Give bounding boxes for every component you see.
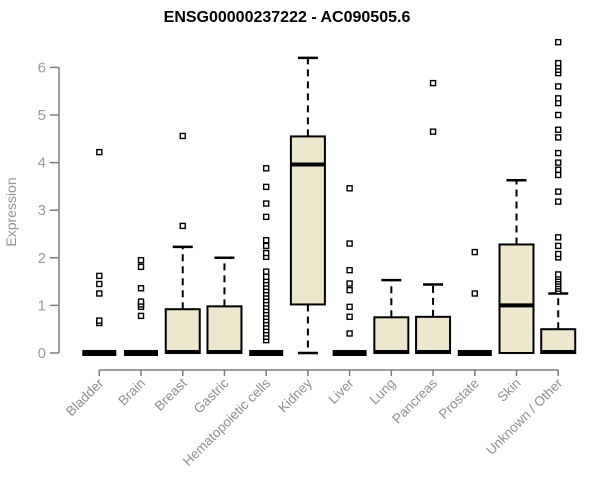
outlier-point bbox=[555, 95, 562, 102]
y-tick-label: 6 bbox=[38, 59, 46, 76]
collapsed-box bbox=[82, 350, 117, 356]
y-tick-label: 1 bbox=[38, 297, 46, 314]
outlier-point bbox=[346, 303, 353, 311]
outlier-point bbox=[137, 298, 145, 305]
x-label-brain: Brain bbox=[115, 376, 148, 409]
outlier-point bbox=[429, 128, 437, 135]
outlier-point bbox=[262, 249, 270, 257]
boxplot-bladder bbox=[82, 148, 117, 356]
outlier-point bbox=[555, 38, 562, 46]
x-label-lung: Lung bbox=[367, 376, 399, 408]
boxplot-breast bbox=[164, 132, 201, 355]
boxplot-kidney bbox=[289, 56, 326, 355]
y-tick-label: 3 bbox=[38, 202, 46, 219]
outlier-point bbox=[262, 183, 270, 191]
outlier-point bbox=[555, 242, 562, 250]
boxplot-skin bbox=[498, 178, 535, 354]
iqr-box bbox=[373, 316, 410, 354]
iqr-box bbox=[415, 315, 452, 355]
outlier-point bbox=[137, 263, 145, 271]
outlier-point bbox=[555, 126, 562, 133]
outlier-point bbox=[471, 248, 478, 256]
collapsed-box bbox=[332, 350, 367, 356]
iqr-box bbox=[540, 328, 577, 355]
outlier-point bbox=[555, 134, 562, 141]
outlier-point bbox=[555, 159, 562, 166]
y-axis: 0 1 2 3 4 5 6 bbox=[38, 59, 60, 362]
outlier-point bbox=[429, 79, 437, 87]
x-label-pancreas: Pancreas bbox=[389, 375, 440, 426]
x-label-kidney: Kidney bbox=[275, 375, 315, 415]
iqr-box bbox=[206, 305, 243, 354]
y-tick-label: 2 bbox=[38, 250, 46, 267]
collapsed-box bbox=[457, 350, 492, 356]
outlier-point bbox=[555, 188, 562, 195]
boxplot-brain bbox=[124, 256, 159, 356]
outlier-point bbox=[96, 317, 103, 324]
outlier-point bbox=[346, 330, 353, 337]
boxplot-hematopoietic-cells bbox=[249, 165, 284, 356]
outlier-point bbox=[262, 242, 270, 250]
outlier-point bbox=[555, 111, 562, 119]
outlier-point bbox=[137, 312, 145, 320]
boxplot-lung bbox=[373, 278, 410, 355]
outlier-point bbox=[346, 266, 353, 274]
plot-area: 0 1 2 3 4 5 6 Bladder Brain Breast GastricHematopo… bbox=[38, 38, 577, 469]
boxplot-gastric bbox=[206, 256, 243, 355]
y-tick-label: 5 bbox=[38, 107, 46, 124]
outlier-point bbox=[262, 200, 270, 207]
outlier-point bbox=[262, 165, 270, 172]
chart-title: ENSG00000237222 - AC090505.6 bbox=[164, 9, 411, 26]
outlier-point bbox=[346, 313, 353, 321]
x-label-prostate: Prostate bbox=[436, 376, 482, 422]
outlier-point bbox=[555, 171, 562, 179]
boxplot-pancreas bbox=[415, 79, 452, 355]
x-label-unknown-other: Unknown / Other bbox=[483, 375, 566, 458]
outlier-point bbox=[555, 271, 562, 278]
collapsed-box bbox=[124, 350, 159, 356]
outlier-point bbox=[346, 286, 353, 294]
boxplot-prostate bbox=[457, 248, 492, 356]
outlier-point bbox=[137, 256, 145, 264]
outlier-point bbox=[96, 148, 103, 156]
outlier-point bbox=[96, 272, 103, 280]
x-label-liver: Liver bbox=[325, 375, 357, 407]
x-label-bladder: Bladder bbox=[63, 375, 107, 419]
outlier-point bbox=[555, 198, 562, 205]
outlier-point bbox=[555, 250, 562, 258]
x-label-gastric: Gastric bbox=[191, 375, 232, 416]
outlier-point bbox=[555, 83, 562, 90]
outlier-point bbox=[137, 285, 145, 292]
outlier-point bbox=[262, 213, 270, 221]
outlier-point bbox=[555, 234, 562, 241]
y-tick-label: 4 bbox=[38, 155, 46, 172]
y-tick-label: 0 bbox=[38, 345, 46, 362]
outlier-point bbox=[555, 59, 562, 67]
outlier-point bbox=[179, 132, 186, 140]
boxplot-unknown-other bbox=[540, 38, 577, 355]
outlier-point bbox=[96, 290, 103, 297]
iqr-box bbox=[289, 135, 326, 306]
iqr-box bbox=[164, 308, 201, 355]
x-label-skin: Skin bbox=[494, 376, 523, 405]
x-label-breast: Breast bbox=[152, 375, 190, 413]
outlier-point bbox=[346, 280, 353, 287]
outlier-point bbox=[471, 290, 478, 297]
boxplot-liver bbox=[332, 185, 367, 356]
outlier-point bbox=[96, 280, 103, 288]
outlier-point bbox=[346, 185, 353, 192]
outlier-point bbox=[179, 222, 186, 230]
outlier-point bbox=[555, 166, 562, 173]
outlier-point bbox=[262, 273, 270, 281]
outlier-point bbox=[346, 240, 353, 247]
outlier-point bbox=[262, 236, 270, 244]
y-axis-label: Expression bbox=[3, 177, 19, 246]
outlier-point bbox=[262, 268, 270, 275]
outlier-point bbox=[555, 149, 562, 157]
iqr-box bbox=[498, 243, 535, 354]
collapsed-box bbox=[249, 350, 284, 356]
